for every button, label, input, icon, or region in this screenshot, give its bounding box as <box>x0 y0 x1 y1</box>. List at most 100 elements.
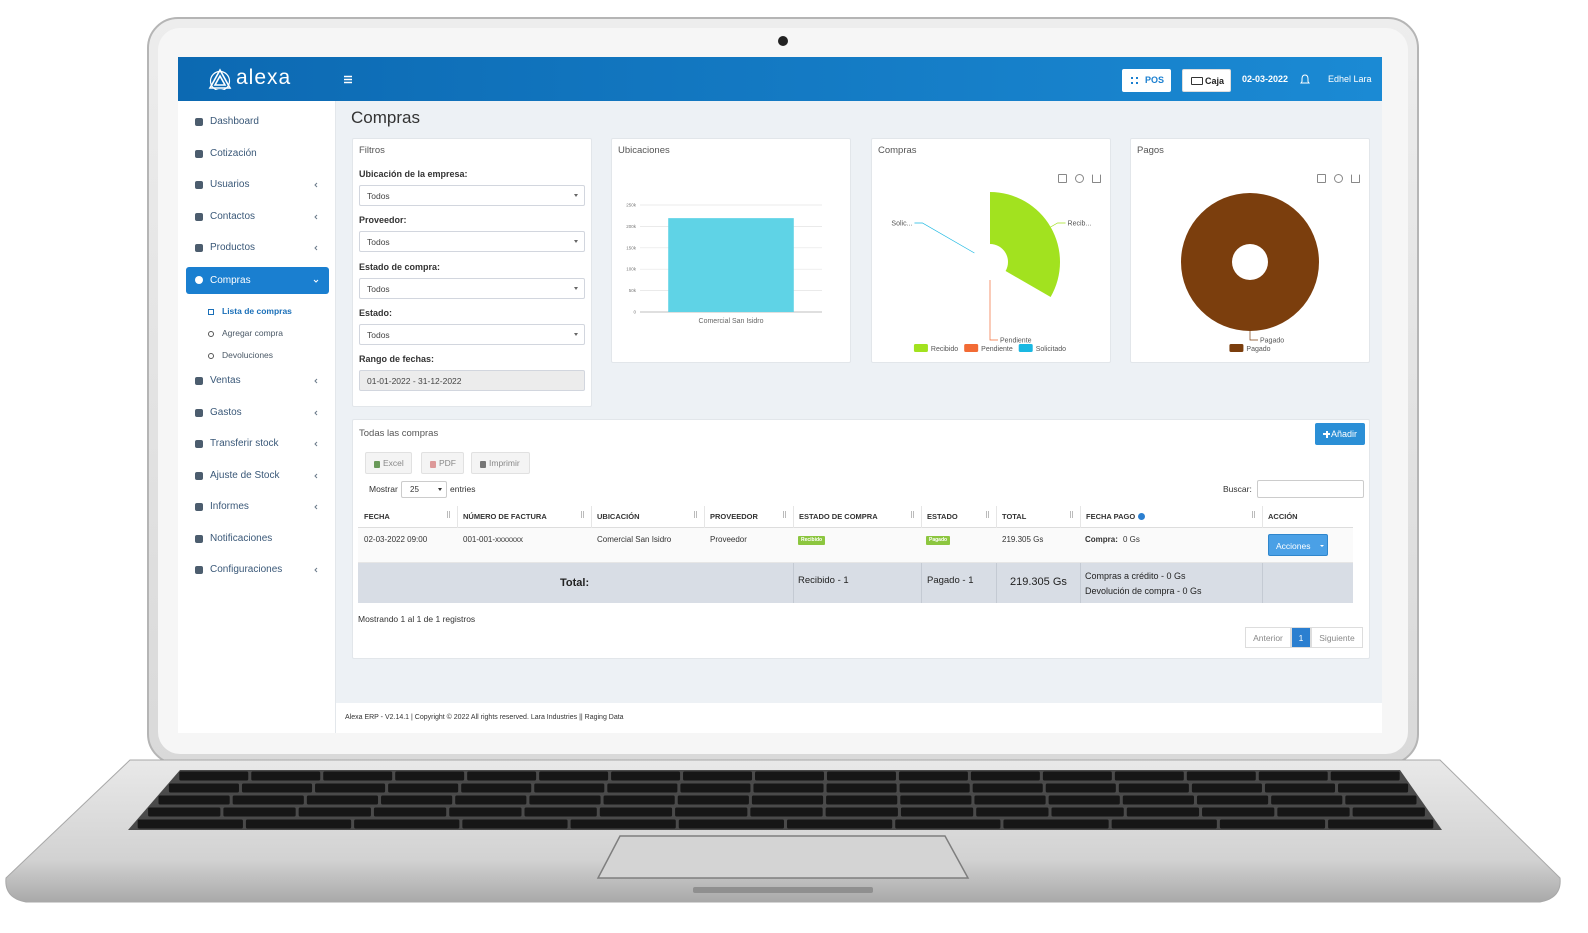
filter-label: Estado: <box>359 307 393 318</box>
pagination-label: Siguiente <box>1319 633 1355 643</box>
submenu-item[interactable]: Agregar compra <box>206 327 326 341</box>
pos-label: POS <box>1145 75 1165 85</box>
chart-tool-icon[interactable] <box>1317 174 1326 183</box>
chart-tool-icon[interactable] <box>1075 174 1084 183</box>
sidebar-icon <box>195 471 203 480</box>
sidebar-item[interactable]: Ventas <box>186 373 329 389</box>
table-cell: 001-001-xxxxxxx <box>463 535 524 544</box>
key <box>354 819 460 829</box>
search-input[interactable] <box>1257 480 1364 498</box>
chevron-path <box>314 410 318 415</box>
page-size-select[interactable]: 25 <box>401 481 447 498</box>
key <box>1042 771 1112 781</box>
key <box>1202 807 1275 817</box>
export-icon <box>480 461 486 468</box>
sort-icon <box>1072 511 1073 518</box>
entries-label: entries <box>450 484 476 494</box>
status-text: Recibido <box>801 537 823 543</box>
sidebar-label: Ajuste de Stock <box>210 469 280 481</box>
sidebar-item[interactable]: Productos <box>186 240 329 256</box>
caja-button[interactable]: Caja <box>1182 69 1231 92</box>
sort-icon <box>449 511 450 518</box>
key <box>461 783 532 793</box>
chart-tool-icon[interactable] <box>1058 174 1067 183</box>
key <box>534 783 605 793</box>
sidebar-item[interactable]: Transferir stock <box>186 436 329 452</box>
column-header[interactable]: ACCIÓN <box>1268 512 1298 521</box>
header-user[interactable]: Edhel Lara <box>1328 74 1372 84</box>
sidebar-icon <box>195 534 203 543</box>
bell-icon[interactable] <box>1300 74 1310 85</box>
key <box>825 807 898 817</box>
totals-estado-compra: Recibido - 1 <box>798 575 849 586</box>
export-button[interactable]: PDF <box>421 452 464 474</box>
filter-select[interactable]: Todos <box>359 323 585 345</box>
menu-toggle[interactable] <box>343 75 353 84</box>
chevron <box>314 214 318 219</box>
table-row <box>358 528 1353 563</box>
sidebar-item[interactable]: Ajuste de Stock <box>186 468 329 484</box>
key <box>395 771 465 781</box>
submenu-item[interactable]: Lista de compras <box>206 305 326 319</box>
pagination-button[interactable]: Siguiente <box>1311 627 1363 648</box>
sidebar-item[interactable]: Informes <box>186 499 329 515</box>
sidebar-icon <box>195 212 203 221</box>
key <box>1122 795 1194 805</box>
pagination-button[interactable]: Anterior <box>1245 627 1291 648</box>
sidebar-item[interactable]: Usuarios <box>186 177 329 193</box>
sort-icon <box>785 511 786 518</box>
add-button[interactable]: Añadir <box>1315 423 1365 445</box>
export-button[interactable]: Imprimir <box>471 452 530 474</box>
sort-icon <box>1254 511 1255 518</box>
column-header[interactable]: ESTADO DE COMPRA <box>799 512 878 521</box>
totals-credito: Compras a crédito - 0 Gs <box>1085 571 1186 581</box>
key <box>970 771 1040 781</box>
sidebar-item[interactable]: Configuraciones <box>186 562 329 578</box>
export-button[interactable]: Excel <box>365 452 412 474</box>
sort-icon <box>1252 511 1253 518</box>
sidebar-item[interactable]: Gastos <box>186 405 329 421</box>
pos-button[interactable]: POS <box>1122 69 1171 92</box>
key <box>241 783 313 793</box>
column-header[interactable]: FECHA PAGO <box>1086 512 1136 521</box>
key <box>611 771 681 781</box>
sidebar-item[interactable]: Cotización <box>186 146 329 162</box>
column-header[interactable]: ESTADO <box>927 512 958 521</box>
filter-label: Ubicación de la empresa: <box>359 169 468 179</box>
sidebar-item[interactable]: Dashboard <box>186 114 329 130</box>
filter-select[interactable]: Todos <box>359 231 585 253</box>
header-date: 02-03-2022 <box>1242 74 1289 84</box>
sidebar-icon <box>195 275 203 284</box>
submenu-item[interactable]: Devoluciones <box>206 349 326 363</box>
chart-tool-icon[interactable] <box>1092 174 1101 183</box>
acciones-button[interactable]: Acciones <box>1268 534 1328 556</box>
chart-tool-icon[interactable] <box>1334 174 1343 183</box>
column-header[interactable]: TOTAL <box>1002 512 1027 521</box>
filter-select[interactable]: Todos <box>359 185 585 206</box>
sidebar-item[interactable]: Contactos <box>186 209 329 225</box>
filter-select[interactable]: Todos <box>359 277 585 299</box>
totals-label: Total: <box>560 577 590 589</box>
totals-total: 219.305 Gs <box>1010 576 1067 588</box>
key <box>251 771 321 781</box>
key <box>179 771 249 781</box>
chart-panel: Ubicaciones <box>611 138 851 363</box>
column-header[interactable]: UBICACIÓN <box>597 512 640 521</box>
page-title: Compras <box>351 108 420 127</box>
column-header[interactable]: FECHA <box>364 512 390 521</box>
key <box>223 807 296 817</box>
pagination-button[interactable]: 1 <box>1291 627 1311 648</box>
sidebar-item-active[interactable]: Compras <box>186 266 329 294</box>
select-caret <box>574 332 578 336</box>
key <box>675 807 748 817</box>
key <box>158 795 230 805</box>
sidebar-item[interactable]: Notificaciones <box>186 531 329 547</box>
date-range-input[interactable]: 01-01-2022 - 31-12-2022 <box>359 370 585 391</box>
chart-tool-icon[interactable] <box>1351 174 1360 183</box>
column-header[interactable]: NÚMERO DE FACTURA <box>463 512 547 521</box>
filter-value: Todos <box>367 237 390 248</box>
chevron <box>314 473 318 478</box>
key <box>972 783 1043 793</box>
key <box>753 783 824 793</box>
column-header[interactable]: PROVEEDOR <box>710 512 758 521</box>
